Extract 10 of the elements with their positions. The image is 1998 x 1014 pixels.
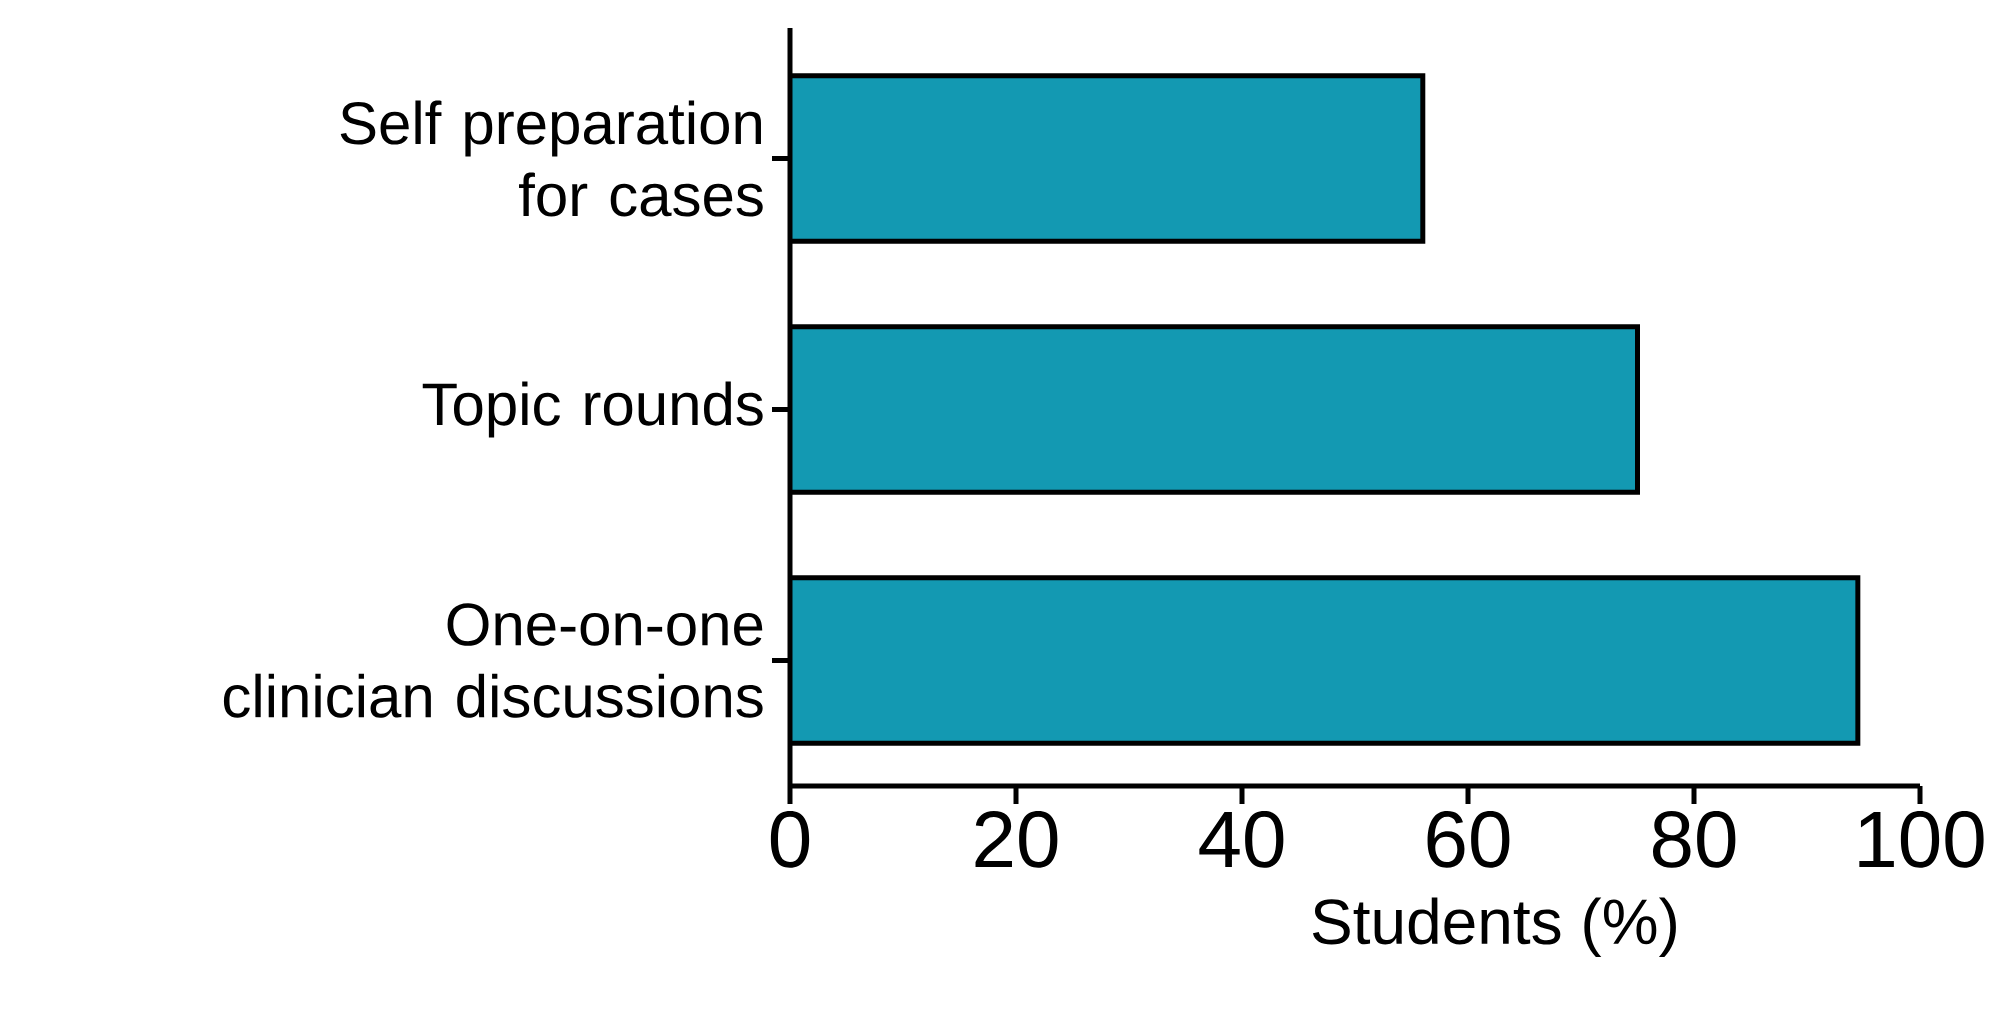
- x-tick-label: 100: [1859, 811, 1984, 868]
- y-tick-label: One-on-one clinician discussions: [223, 603, 763, 718]
- y-tick-label: Self preparation for cases: [340, 100, 763, 217]
- y-tick-label: Topic rounds: [422, 381, 763, 438]
- x-tick-label: 60: [1427, 811, 1510, 868]
- x-tick-label: 0: [770, 811, 810, 868]
- x-tick-label: 20: [975, 811, 1058, 868]
- x-axis-title: Students (%): [1312, 897, 1676, 958]
- x-tick-label: 40: [1199, 811, 1284, 868]
- x-tick-label: 80: [1652, 811, 1736, 868]
